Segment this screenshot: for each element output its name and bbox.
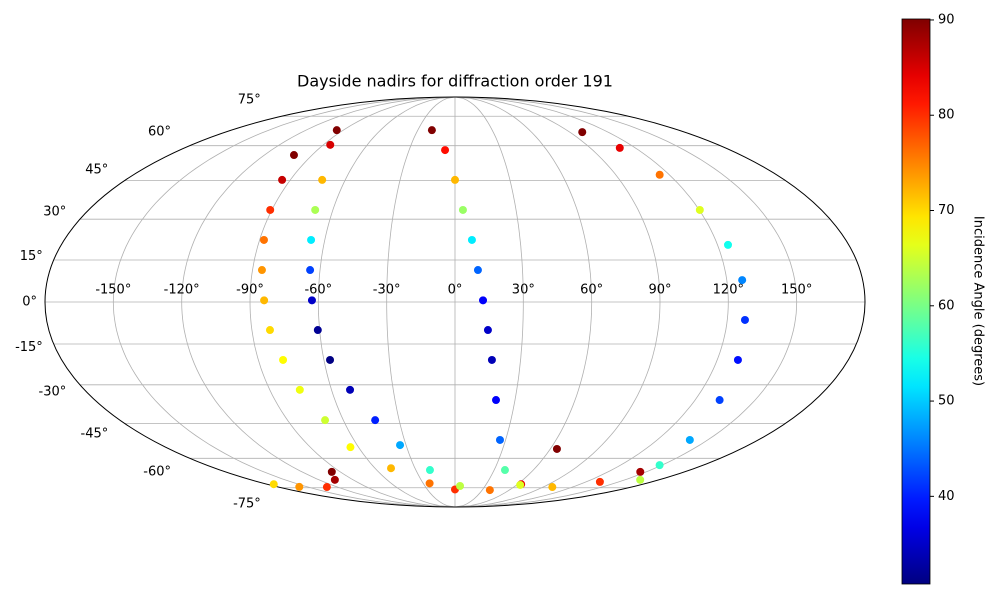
y-tick-label: 75°	[238, 92, 261, 107]
point	[278, 175, 287, 184]
colorbar	[901, 18, 931, 585]
point	[483, 326, 492, 335]
y-tick-label: 60°	[148, 124, 171, 139]
point	[279, 355, 288, 364]
y-tick-label: 45°	[85, 162, 108, 177]
point	[685, 435, 694, 444]
x-tick-label: 120°	[713, 283, 744, 298]
point	[740, 315, 749, 324]
point	[458, 205, 467, 214]
point	[724, 240, 733, 249]
point	[467, 235, 476, 244]
point	[269, 480, 278, 489]
point	[311, 205, 320, 214]
x-tick-label: -30°	[373, 283, 401, 298]
point	[318, 175, 327, 184]
point	[326, 355, 335, 364]
point	[295, 482, 304, 491]
point	[266, 205, 275, 214]
point	[327, 467, 336, 476]
point	[615, 143, 624, 152]
point	[321, 416, 330, 425]
y-tick-label: 30°	[43, 204, 66, 219]
point	[326, 140, 335, 149]
y-tick-label: -30°	[39, 385, 67, 400]
point	[346, 443, 355, 452]
x-tick-label: 0°	[448, 283, 463, 298]
point	[396, 441, 405, 450]
point	[636, 467, 645, 476]
x-tick-label: -60°	[304, 283, 332, 298]
colorbar-tick-label: 70	[938, 203, 955, 218]
point	[313, 326, 322, 335]
tick-labels: -150° -120° -90° -60° -30° 0° 30° 60° 90° 120° 150…	[15, 92, 812, 511]
point	[733, 355, 742, 364]
point	[487, 355, 496, 364]
point	[552, 444, 561, 453]
colorbar-tick-label: 80	[938, 108, 955, 123]
point	[636, 475, 645, 484]
point	[655, 461, 664, 470]
y-tick-label: -60°	[143, 465, 171, 480]
point	[425, 466, 434, 475]
map-frame	[44, 96, 866, 508]
point	[492, 396, 501, 405]
point	[257, 266, 266, 275]
point	[259, 235, 268, 244]
point	[738, 276, 747, 285]
point	[495, 435, 504, 444]
x-tick-label: 60°	[580, 283, 603, 298]
point	[695, 205, 704, 214]
point	[427, 126, 436, 135]
x-tick-label: 90°	[648, 283, 671, 298]
point	[456, 482, 465, 491]
x-tick-label: -120°	[164, 283, 200, 298]
point	[485, 486, 494, 495]
point	[516, 480, 525, 489]
y-tick-label: -75°	[233, 497, 261, 512]
point	[306, 266, 315, 275]
x-tick-label: 30°	[512, 283, 535, 298]
y-tick-label: 0°	[22, 295, 37, 310]
point	[330, 475, 339, 484]
x-tick-label: -150°	[95, 283, 131, 298]
point	[451, 175, 459, 184]
point	[441, 146, 450, 155]
grid	[45, 97, 865, 507]
colorbar-tick-label: 50	[938, 394, 955, 409]
point	[295, 385, 304, 394]
point	[715, 396, 724, 405]
point	[307, 296, 316, 305]
y-tick-label: -45°	[81, 427, 109, 442]
point	[260, 296, 269, 305]
chart-title: Dayside nadirs for diffraction order 191	[297, 72, 613, 91]
point	[346, 385, 355, 394]
colorbar-tick-label: 60	[938, 298, 955, 313]
colorbar-tick-label: 90	[938, 12, 955, 27]
point	[548, 483, 557, 492]
colorbar-axis: 40 50 60 70 80 90	[930, 12, 955, 504]
point	[425, 479, 434, 488]
point	[655, 170, 664, 179]
x-tick-label: -90°	[236, 283, 264, 298]
point	[307, 235, 316, 244]
point	[322, 483, 331, 492]
point	[265, 326, 274, 335]
point	[500, 466, 509, 475]
x-tick-label: 150°	[781, 283, 812, 298]
colorbar-label: Incidence Angle (degrees)	[971, 216, 986, 386]
points	[257, 126, 749, 495]
point	[289, 151, 298, 160]
colorbar-tick-label: 40	[938, 489, 955, 504]
point	[479, 296, 488, 305]
point	[578, 128, 587, 137]
point	[371, 416, 380, 425]
point	[387, 464, 396, 473]
point	[332, 126, 341, 135]
y-tick-label: 15°	[20, 249, 43, 264]
point	[595, 477, 604, 486]
point	[473, 266, 482, 275]
y-tick-label: -15°	[15, 340, 43, 355]
